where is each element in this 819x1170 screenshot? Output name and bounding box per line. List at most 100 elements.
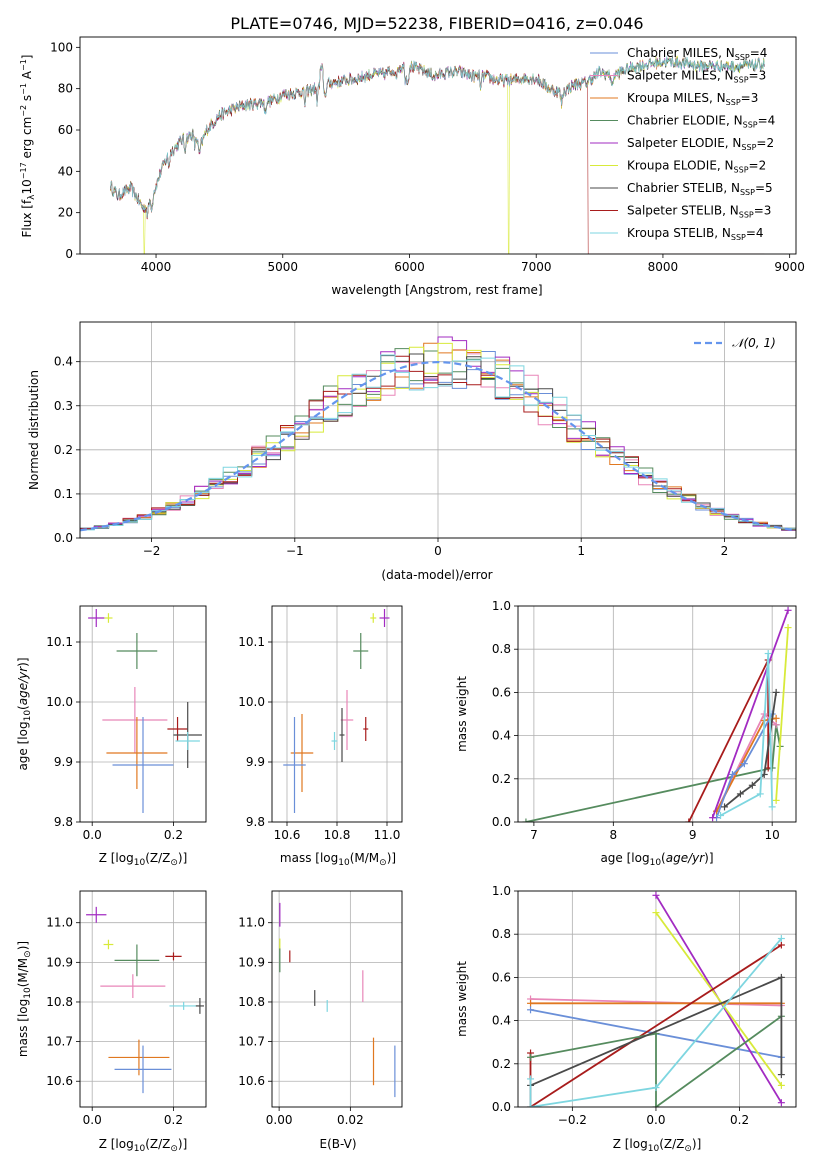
y-tick-label: 0.6 [492,685,511,699]
residuals: −2 −1 0 1 2 0.0 0.1 0.2 0.3 0.4 𝒩(0, 1) (data-model… [27,321,797,582]
y-tick-label: 0.0 [492,815,511,829]
y-tick-label: 0.8 [492,927,511,941]
y-tick-label: 10.7 [238,1035,265,1049]
x-tick-label: 0.0 [83,828,102,842]
spectrum-kroupa-stelib [110,56,765,218]
y-tick-label: 0.8 [492,642,511,656]
weight-line-chabrier-elodie [530,1015,782,1107]
mass-z-plot [86,906,204,1094]
legend-label: Chabrier STELIB, NSSP=5 [627,181,773,197]
x-tick-label: 7 [530,828,538,842]
residuals-plot [80,336,796,538]
x-tick-label: 9000 [774,260,805,274]
legend-label: 𝒩(0, 1) [732,336,776,350]
spectrum-plot [110,55,765,254]
spectrum-xlabel: wavelength [Angstrom, rest frame] [331,283,542,297]
x-tick-label: 10.6 [274,828,301,842]
x-tick-label: 0.0 [646,1113,665,1127]
weight-line-kroupa-stelib [720,653,774,817]
residuals-ylabel: Normed distribution [27,370,41,490]
y-tick-label: 9.8 [54,815,73,829]
x-tick-label: 0.02 [337,1113,364,1127]
y-tick-label: 100 [50,40,73,54]
x-tick-label: 0.2 [730,1113,749,1127]
y-tick-label: 9.9 [246,755,265,769]
y-tick-label: 9.9 [54,755,73,769]
x-tick-label: 0.0 [83,1113,102,1127]
x-tick-label: −2 [143,544,161,558]
y-tick-label: 10.8 [238,995,265,1009]
y-tick-label: 0.3 [54,399,73,413]
legend-label: Kroupa ELODIE, NSSP=2 [627,159,766,175]
y-tick-label: 10.7 [46,1035,73,1049]
y-tick-label: 0.6 [492,970,511,984]
y-tick-label: 80 [58,82,73,96]
weight-age-ylabel: mass weight [455,676,469,752]
x-tick-label: 10.8 [324,828,351,842]
age-mass-plot [283,609,390,813]
x-tick-label: 0 [434,544,442,558]
x-tick-label: 7000 [521,260,552,274]
figure-title: PLATE=0746, MJD=52238, FIBERID=0416, z=0… [230,14,643,33]
legend-label: Chabrier MILES, NSSP=4 [627,46,767,62]
y-tick-label: 10.8 [46,995,73,1009]
x-tick-label: 11.0 [374,828,401,842]
weight-z: −0.2 0.0 0.2 0.0 0.2 0.4 0.6 0.8 1.0 mass weight Z… [455,884,797,1154]
spectrum: 4000 5000 6000 7000 8000 9000 0 20 40 60 80 100 wave… [19,36,805,297]
weight-age: 7 8 9 10 0.0 0.2 0.4 0.6 0.8 1.0 mass weight age [l… [455,599,797,868]
age-mass-xlabel: mass [log10(M/M⊙)] [280,851,396,868]
x-tick-label: −0.2 [558,1113,587,1127]
y-tick-label: 40 [58,164,73,178]
x-tick-label: 0.2 [164,828,183,842]
weight-line-kroupa-elodie [775,627,789,801]
x-tick-label: 0.2 [164,1113,183,1127]
mass-ebv-plot [279,902,396,1098]
y-tick-label: 1.0 [492,884,511,898]
weight-line-kroupa-miles [715,717,777,812]
y-tick-label: 1.0 [492,599,511,613]
weight-age-plot [522,606,792,822]
x-tick-label: −1 [286,544,304,558]
axes-frame [79,36,797,255]
y-tick-label: 10.9 [238,955,265,969]
y-tick-label: 0.1 [54,487,73,501]
y-tick-label: 0.2 [492,772,511,786]
age-mass: 10.6 10.8 11.0 9.8 9.9 10.0 10.1 mass [log10(M/… [238,605,403,868]
weight-line-salpeter-miles [530,998,782,1007]
x-tick-label: 0.00 [266,1113,293,1127]
y-tick-label: 9.8 [246,815,265,829]
weight-line-salpeter-elodie [711,609,789,819]
x-tick-label: 5000 [267,260,298,274]
spectrum-ylabel: Flux [fλ​10−17​ erg cm−2​ s−1​ A−1​] [19,55,37,238]
y-tick-label: 10.6 [46,1074,73,1088]
weight-age-xlabel: age [log10(age/yr)] [600,851,713,868]
age-z: 0.0 0.2 9.8 9.9 10.0 10.1 Z [log10(Z/Z⊙)] age [… [16,605,207,868]
y-tick-label: 0.4 [54,355,73,369]
x-tick-label: 10 [765,828,780,842]
y-tick-label: 0.4 [492,729,511,743]
axes-frame [79,605,207,823]
y-tick-label: 10.0 [46,695,73,709]
mass-ebv-xlabel: E(B-V) [319,1137,356,1151]
x-tick-label: 1 [577,544,585,558]
x-tick-label: 9 [689,828,697,842]
y-tick-label: 20 [58,206,73,220]
y-tick-label: 11.0 [46,916,73,930]
x-tick-label: 6000 [394,260,425,274]
y-tick-label: 10.1 [46,635,73,649]
age-z-plot [88,609,202,813]
normal-curve [80,360,794,532]
y-tick-label: 0.0 [54,531,73,545]
panels: 4000 5000 6000 7000 8000 9000020406080100wave… [16,36,805,1154]
y-tick-label: 0.0 [492,1100,511,1114]
mass-z-ylabel: mass [log10(M/M⊙)] [16,941,33,1057]
weight-line-kroupa-stelib [529,937,783,1107]
legend-label: Salpeter STELIB, NSSP=3 [627,204,771,220]
y-tick-label: 0.2 [54,443,73,457]
weight-line-chabrier-miles [715,713,773,819]
x-tick-label: 4000 [141,260,172,274]
residuals-xlabel: (data-model)/error [381,568,492,582]
weight-line-chabrier-elodie [525,724,781,822]
axes-frame [517,605,797,823]
y-tick-label: 0.4 [492,1014,511,1028]
